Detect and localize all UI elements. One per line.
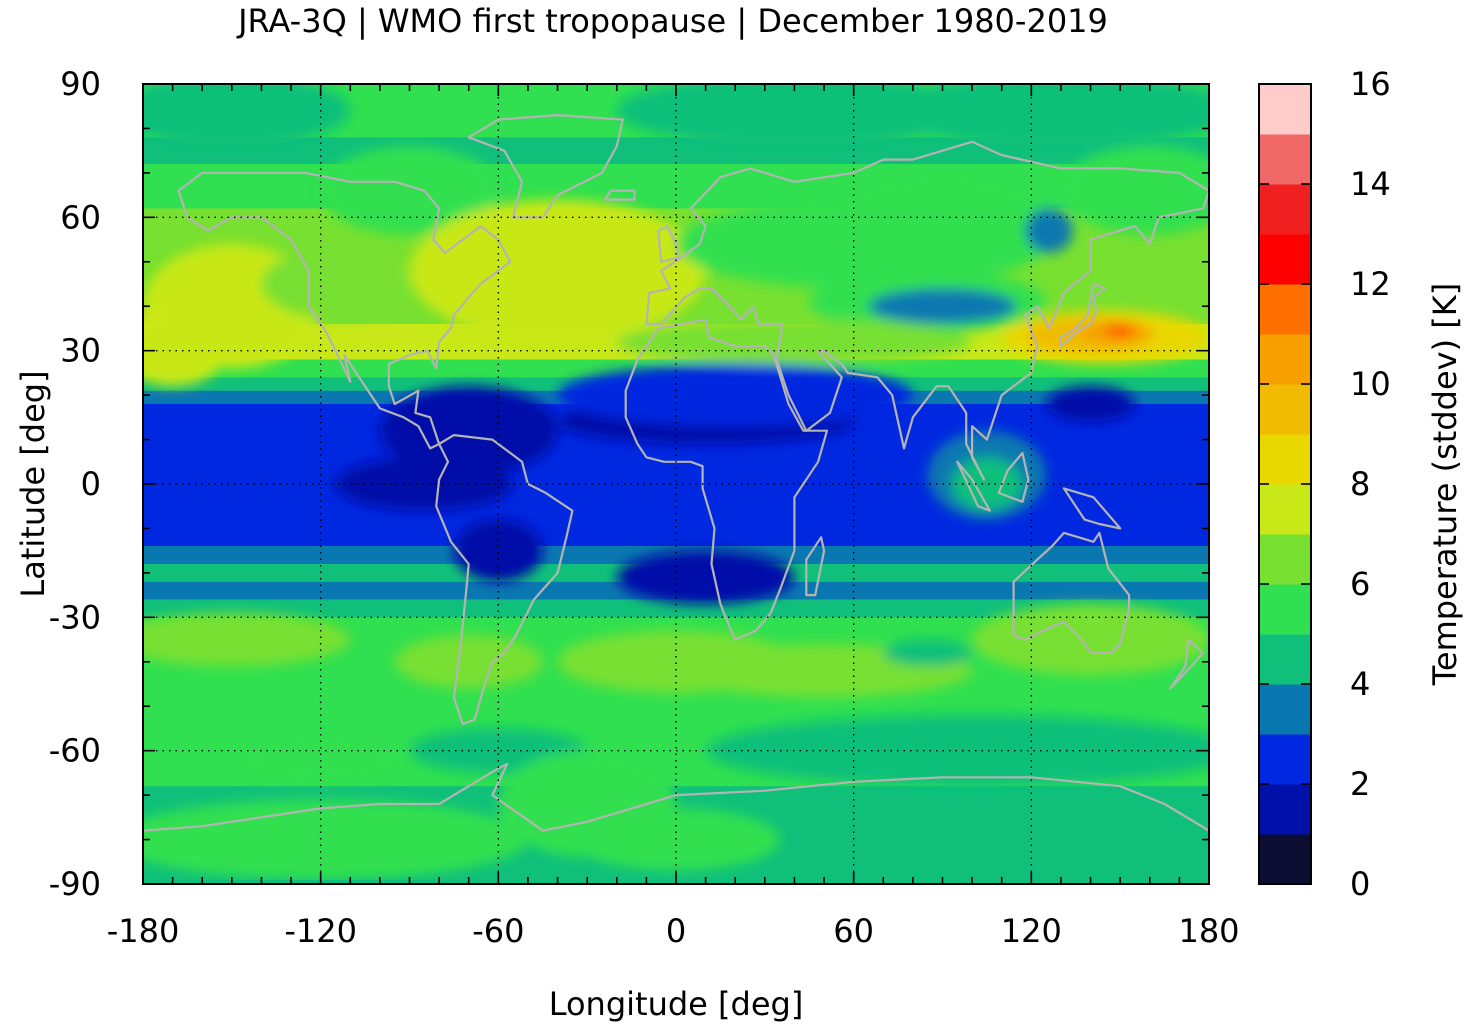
coastline-africa — [624, 318, 829, 641]
field-feature — [616, 84, 973, 147]
colorbar-tick-label: 14 — [1350, 165, 1391, 203]
field-feature — [883, 639, 973, 667]
coastline-uk — [657, 225, 681, 263]
coastline-north-america — [177, 171, 512, 450]
colorbar-segment — [1259, 634, 1311, 685]
field-feature — [616, 550, 795, 604]
colorbar-segment — [1259, 484, 1311, 535]
coastline-sumatra — [956, 460, 991, 512]
field-feature — [868, 288, 1017, 324]
colorbar: 16 14 12 10 8 6 4 2 0 — [1259, 65, 1391, 903]
y-tick-label: 90 — [60, 65, 101, 103]
coastlines — [143, 114, 1209, 832]
colorbar-tick-label: 10 — [1350, 365, 1391, 403]
x-tick-label: -120 — [284, 912, 357, 950]
colorbar-segment — [1259, 584, 1311, 635]
colorbar-segment — [1259, 184, 1311, 235]
y-tick-label: -90 — [49, 865, 101, 903]
field-feature — [972, 604, 1209, 676]
band — [143, 599, 1209, 618]
field-feature — [143, 799, 528, 880]
field-feature — [1046, 386, 1135, 422]
field-feature — [676, 199, 1032, 289]
axis-ticks: -180 -120 -60 0 60 120 180 90 60 30 0 -30 -60 -90 — [49, 65, 1240, 950]
field-feature — [557, 364, 913, 427]
field-feature — [616, 319, 973, 364]
field-feature — [143, 315, 226, 387]
field-feature — [951, 457, 1023, 511]
coastline-new-zealand — [1169, 638, 1205, 690]
colorbar-segment — [1259, 284, 1311, 335]
colorbar-segment — [1259, 334, 1311, 385]
x-axis-label: Longitude [deg] — [549, 985, 804, 1023]
coastline-borneo — [997, 451, 1030, 503]
colorbar-segment — [1259, 384, 1311, 435]
field-feature — [705, 715, 1209, 787]
field-feature — [1105, 326, 1135, 336]
colorbar-tick-label: 0 — [1350, 865, 1370, 903]
coastline-iceland — [603, 189, 636, 201]
colorbar-tick-label: 12 — [1350, 265, 1391, 303]
field-feature — [379, 386, 558, 476]
colorbar-segment — [1259, 684, 1311, 735]
x-tick-label: -60 — [472, 912, 524, 950]
contour-field — [143, 84, 1209, 884]
field-feature — [409, 199, 706, 342]
colorbar-tick-label: 8 — [1350, 465, 1370, 503]
x-tick-label: 60 — [833, 912, 874, 950]
y-tick-label: 60 — [60, 198, 101, 236]
coastline-japan — [1059, 282, 1107, 348]
field-feature — [883, 84, 1209, 147]
coastline-australia — [1012, 531, 1131, 654]
colorbar-segment — [1259, 734, 1311, 785]
coastline-eurasia — [645, 140, 1209, 481]
x-tick-label: 120 — [1001, 912, 1062, 950]
field-feature — [335, 457, 514, 511]
coastline-new-guinea — [1062, 487, 1122, 530]
colorbar-segment — [1259, 534, 1311, 585]
field-feature — [320, 146, 499, 236]
field-feature — [143, 84, 351, 147]
field-feature — [453, 519, 543, 582]
coastline-madagascar — [805, 536, 826, 597]
coastline-greenland — [467, 114, 624, 219]
colorbar-tick-label: 16 — [1350, 65, 1391, 103]
field-feature — [1025, 208, 1073, 253]
y-tick-label: -30 — [49, 598, 101, 636]
field-feature — [261, 248, 410, 320]
colorbar-tick-label: 2 — [1350, 765, 1370, 803]
colorbar-segment — [1259, 234, 1311, 285]
chart-title: JRA-3Q | WMO first tropopause | December… — [236, 2, 1108, 40]
field-feature — [231, 737, 410, 782]
colorbar-label: Temperature (stddev) [K] — [1426, 283, 1464, 686]
y-axis-label: Latitude [deg] — [14, 370, 52, 597]
x-tick-label: 180 — [1178, 912, 1239, 950]
y-tick-label: 0 — [81, 465, 101, 503]
colorbar-tick-label: 4 — [1350, 665, 1370, 703]
x-tick-label: 0 — [666, 912, 686, 950]
field-feature — [143, 612, 351, 667]
x-tick-label: -180 — [107, 912, 180, 950]
field-feature — [394, 635, 543, 689]
colorbar-segment — [1259, 84, 1311, 135]
plot-area — [143, 84, 1209, 884]
field-feature — [1060, 146, 1209, 236]
y-tick-label: 30 — [60, 332, 101, 370]
coastline-antarctica — [143, 762, 1209, 832]
colorbar-segment — [1259, 784, 1311, 835]
colorbar-segment — [1259, 834, 1311, 885]
y-tick-label: -60 — [49, 732, 101, 770]
colorbar-segment — [1259, 134, 1311, 185]
gridlines — [143, 84, 1209, 884]
colorbar-frame — [1258, 83, 1312, 885]
colorbar-segment — [1259, 434, 1311, 485]
colorbar-tick-label: 6 — [1350, 565, 1370, 603]
